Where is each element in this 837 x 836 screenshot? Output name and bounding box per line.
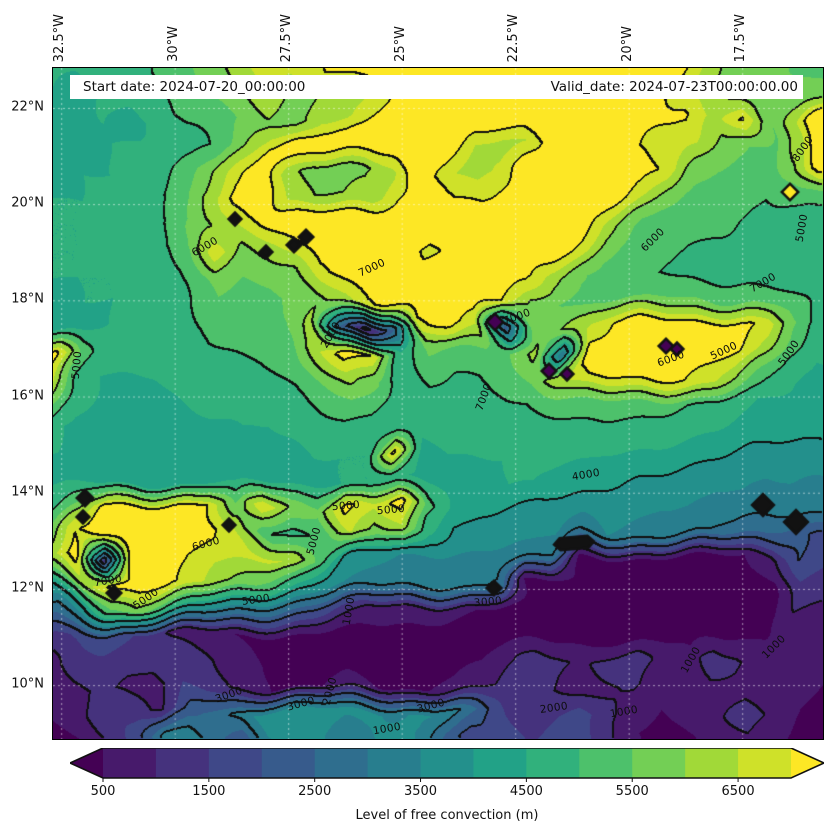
colorbar-tick-label: 5500: [615, 784, 649, 799]
colorbar-segment: [632, 748, 686, 778]
colorbar-segment: [103, 748, 157, 778]
contour-label: 3000: [473, 594, 503, 610]
lat-tick-label: 22°N: [11, 99, 44, 115]
colorbar-segment: [70, 748, 103, 778]
colorbar-tick-label: 500: [90, 784, 116, 799]
colorbar-segment: [473, 748, 528, 778]
colorbar-bar: [70, 748, 824, 782]
colorbar-segment: [526, 748, 581, 778]
lon-tick-label: 20°W: [619, 26, 635, 62]
lat-tick-label: 14°N: [11, 484, 44, 500]
valid-date-annotation: Valid_date: 2024-07-23T00:00:00.00: [550, 79, 798, 95]
lon-tick-label: 27.5°W: [279, 13, 295, 62]
colorbar-tick-label: 1500: [192, 784, 226, 799]
colorbar-tick-label: 3500: [403, 784, 438, 799]
lon-tick-label: 25°W: [392, 26, 408, 62]
lat-tick-label: 18°N: [11, 291, 44, 307]
colorbar-segment: [738, 748, 792, 778]
colorbar-segment: [420, 748, 475, 778]
lat-tick-label: 12°N: [11, 580, 44, 596]
contour-label: 5000: [331, 498, 361, 514]
lat-tick-label: 20°N: [11, 195, 44, 211]
lon-tick-label: 30°W: [165, 26, 181, 62]
colorbar-segment: [155, 748, 210, 778]
colorbar-segment: [685, 748, 739, 778]
left-axis: 22°N 20°N 18°N 16°N 14°N 12°N 10°N: [0, 0, 52, 836]
annotation-strip: Start date: 2024-07-20_00:00:00 Valid_da…: [70, 75, 803, 99]
contour-label: 5000: [69, 350, 85, 380]
colorbar-tick-label: 2500: [298, 784, 332, 799]
lat-tick-label: 10°N: [11, 676, 44, 692]
lat-tick-label: 16°N: [11, 388, 44, 404]
top-axis: 32.5°W 30°W 27.5°W 25°W 22.5°W 20°W 17.5°W: [0, 0, 837, 67]
colorbar-segment: [367, 748, 422, 778]
contour-label: 5000: [376, 502, 406, 518]
map-plot-area: Start date: 2024-07-20_00:00:00 Valid_da…: [52, 67, 824, 740]
start-date-annotation: Start date: 2024-07-20_00:00:00: [83, 79, 306, 95]
map-canvas: [53, 68, 823, 739]
lon-tick-label: 22.5°W: [506, 13, 522, 62]
lon-tick-label: 32.5°W: [52, 13, 68, 62]
colorbar-outline: [70, 748, 824, 779]
colorbar-segment: [208, 748, 263, 778]
colorbar-tick-label: 6500: [721, 784, 755, 799]
colorbar-segment: [261, 748, 316, 778]
colorbar: 500 1500 2500 3500 4500 5500 6500 Level of fre…: [70, 748, 824, 836]
colorbar-tick-label: 4500: [509, 784, 543, 799]
colorbar-label: Level of free convection (m): [355, 808, 539, 823]
lon-tick-label: 17.5°W: [733, 13, 749, 62]
colorbar-segment: [791, 748, 824, 778]
colorbar-segment: [314, 748, 369, 778]
colorbar-segment: [579, 748, 633, 778]
